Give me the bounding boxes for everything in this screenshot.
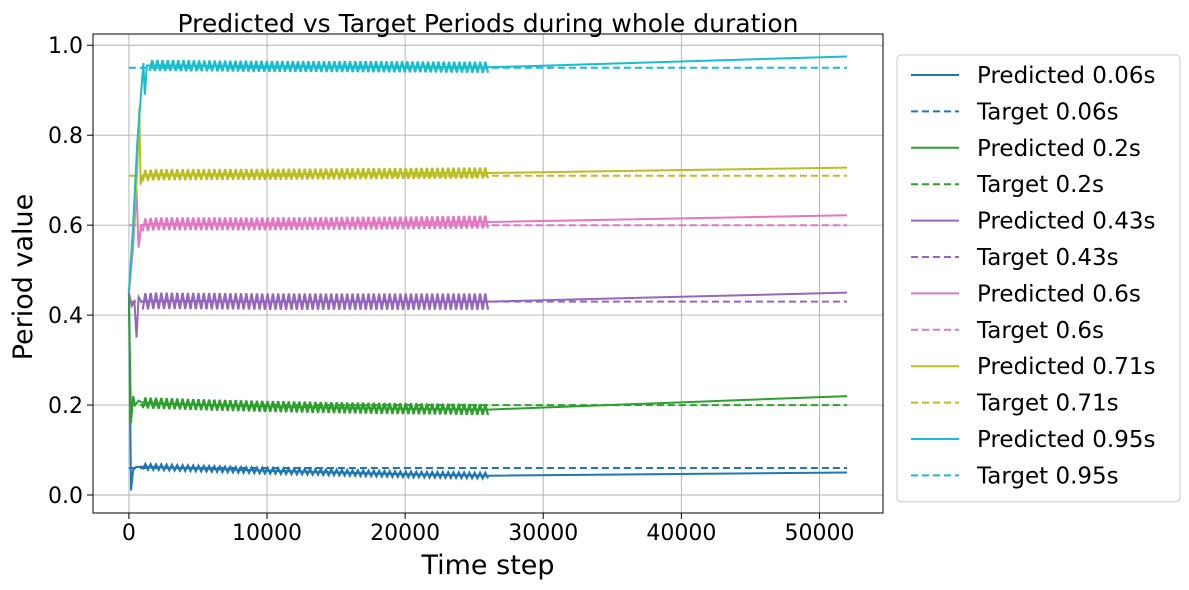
series-oscillation-predicted-0-43s — [141, 292, 490, 310]
series-oscillation-predicted-0-2s — [141, 397, 490, 416]
x-axis-label: Time step — [420, 550, 554, 581]
legend-label: Target 0.06s — [976, 99, 1119, 125]
series-predicted-0-95s — [127, 55, 848, 293]
legend-label: Target 0.71s — [976, 391, 1119, 417]
x-tick-label: 10000 — [232, 521, 302, 546]
y-tick-label: 0.2 — [48, 394, 83, 419]
chart-title: Predicted vs Target Periods during whole… — [178, 9, 799, 38]
y-axis-label: Period value — [8, 194, 39, 361]
series-predicted-0-71s — [127, 108, 848, 293]
legend-label: Predicted 0.95s — [977, 427, 1155, 453]
series-predicted-0-43s — [127, 291, 848, 338]
legend-label: Predicted 0.43s — [977, 209, 1155, 235]
plot-area — [127, 55, 848, 491]
axis-ticks: 0 10000 20000 30000 40000 50000 0.0 0.2 0.4 0.6 0.… — [48, 34, 854, 546]
legend-label: Target 0.43s — [976, 245, 1119, 271]
series-oscillation-predicted-0-95s — [148, 59, 490, 73]
x-tick-label: 20000 — [370, 521, 440, 546]
y-tick-label: 0.6 — [48, 214, 83, 239]
legend-label: Predicted 0.6s — [977, 281, 1141, 307]
legend: Predicted 0.06s Target 0.06s Predicted 0.2… — [896, 54, 1181, 503]
series-oscillation-predicted-0-6s — [141, 215, 490, 232]
y-tick-label: 0.0 — [48, 484, 83, 509]
legend-label: Target 0.95s — [976, 463, 1119, 489]
x-tick-label: 50000 — [784, 521, 854, 546]
series-predicted-0-06s — [127, 292, 848, 491]
y-tick-label: 1.0 — [48, 34, 83, 59]
series-predicted-0-2s — [127, 292, 848, 424]
legend-label: Predicted 0.71s — [977, 354, 1155, 380]
legend-box — [896, 54, 1181, 503]
legend-label: Target 0.6s — [976, 318, 1104, 344]
x-tick-label: 0 — [122, 521, 136, 546]
y-tick-label: 0.4 — [48, 304, 83, 329]
x-tick-label: 40000 — [646, 521, 716, 546]
legend-label: Target 0.2s — [976, 172, 1104, 198]
plot-frame — [92, 33, 884, 514]
series-oscillation-predicted-0-71s — [141, 167, 490, 182]
legend-label: Predicted 0.2s — [977, 136, 1141, 162]
x-tick-label: 30000 — [508, 521, 578, 546]
legend-label: Predicted 0.06s — [977, 63, 1155, 89]
y-tick-label: 0.8 — [48, 124, 83, 149]
